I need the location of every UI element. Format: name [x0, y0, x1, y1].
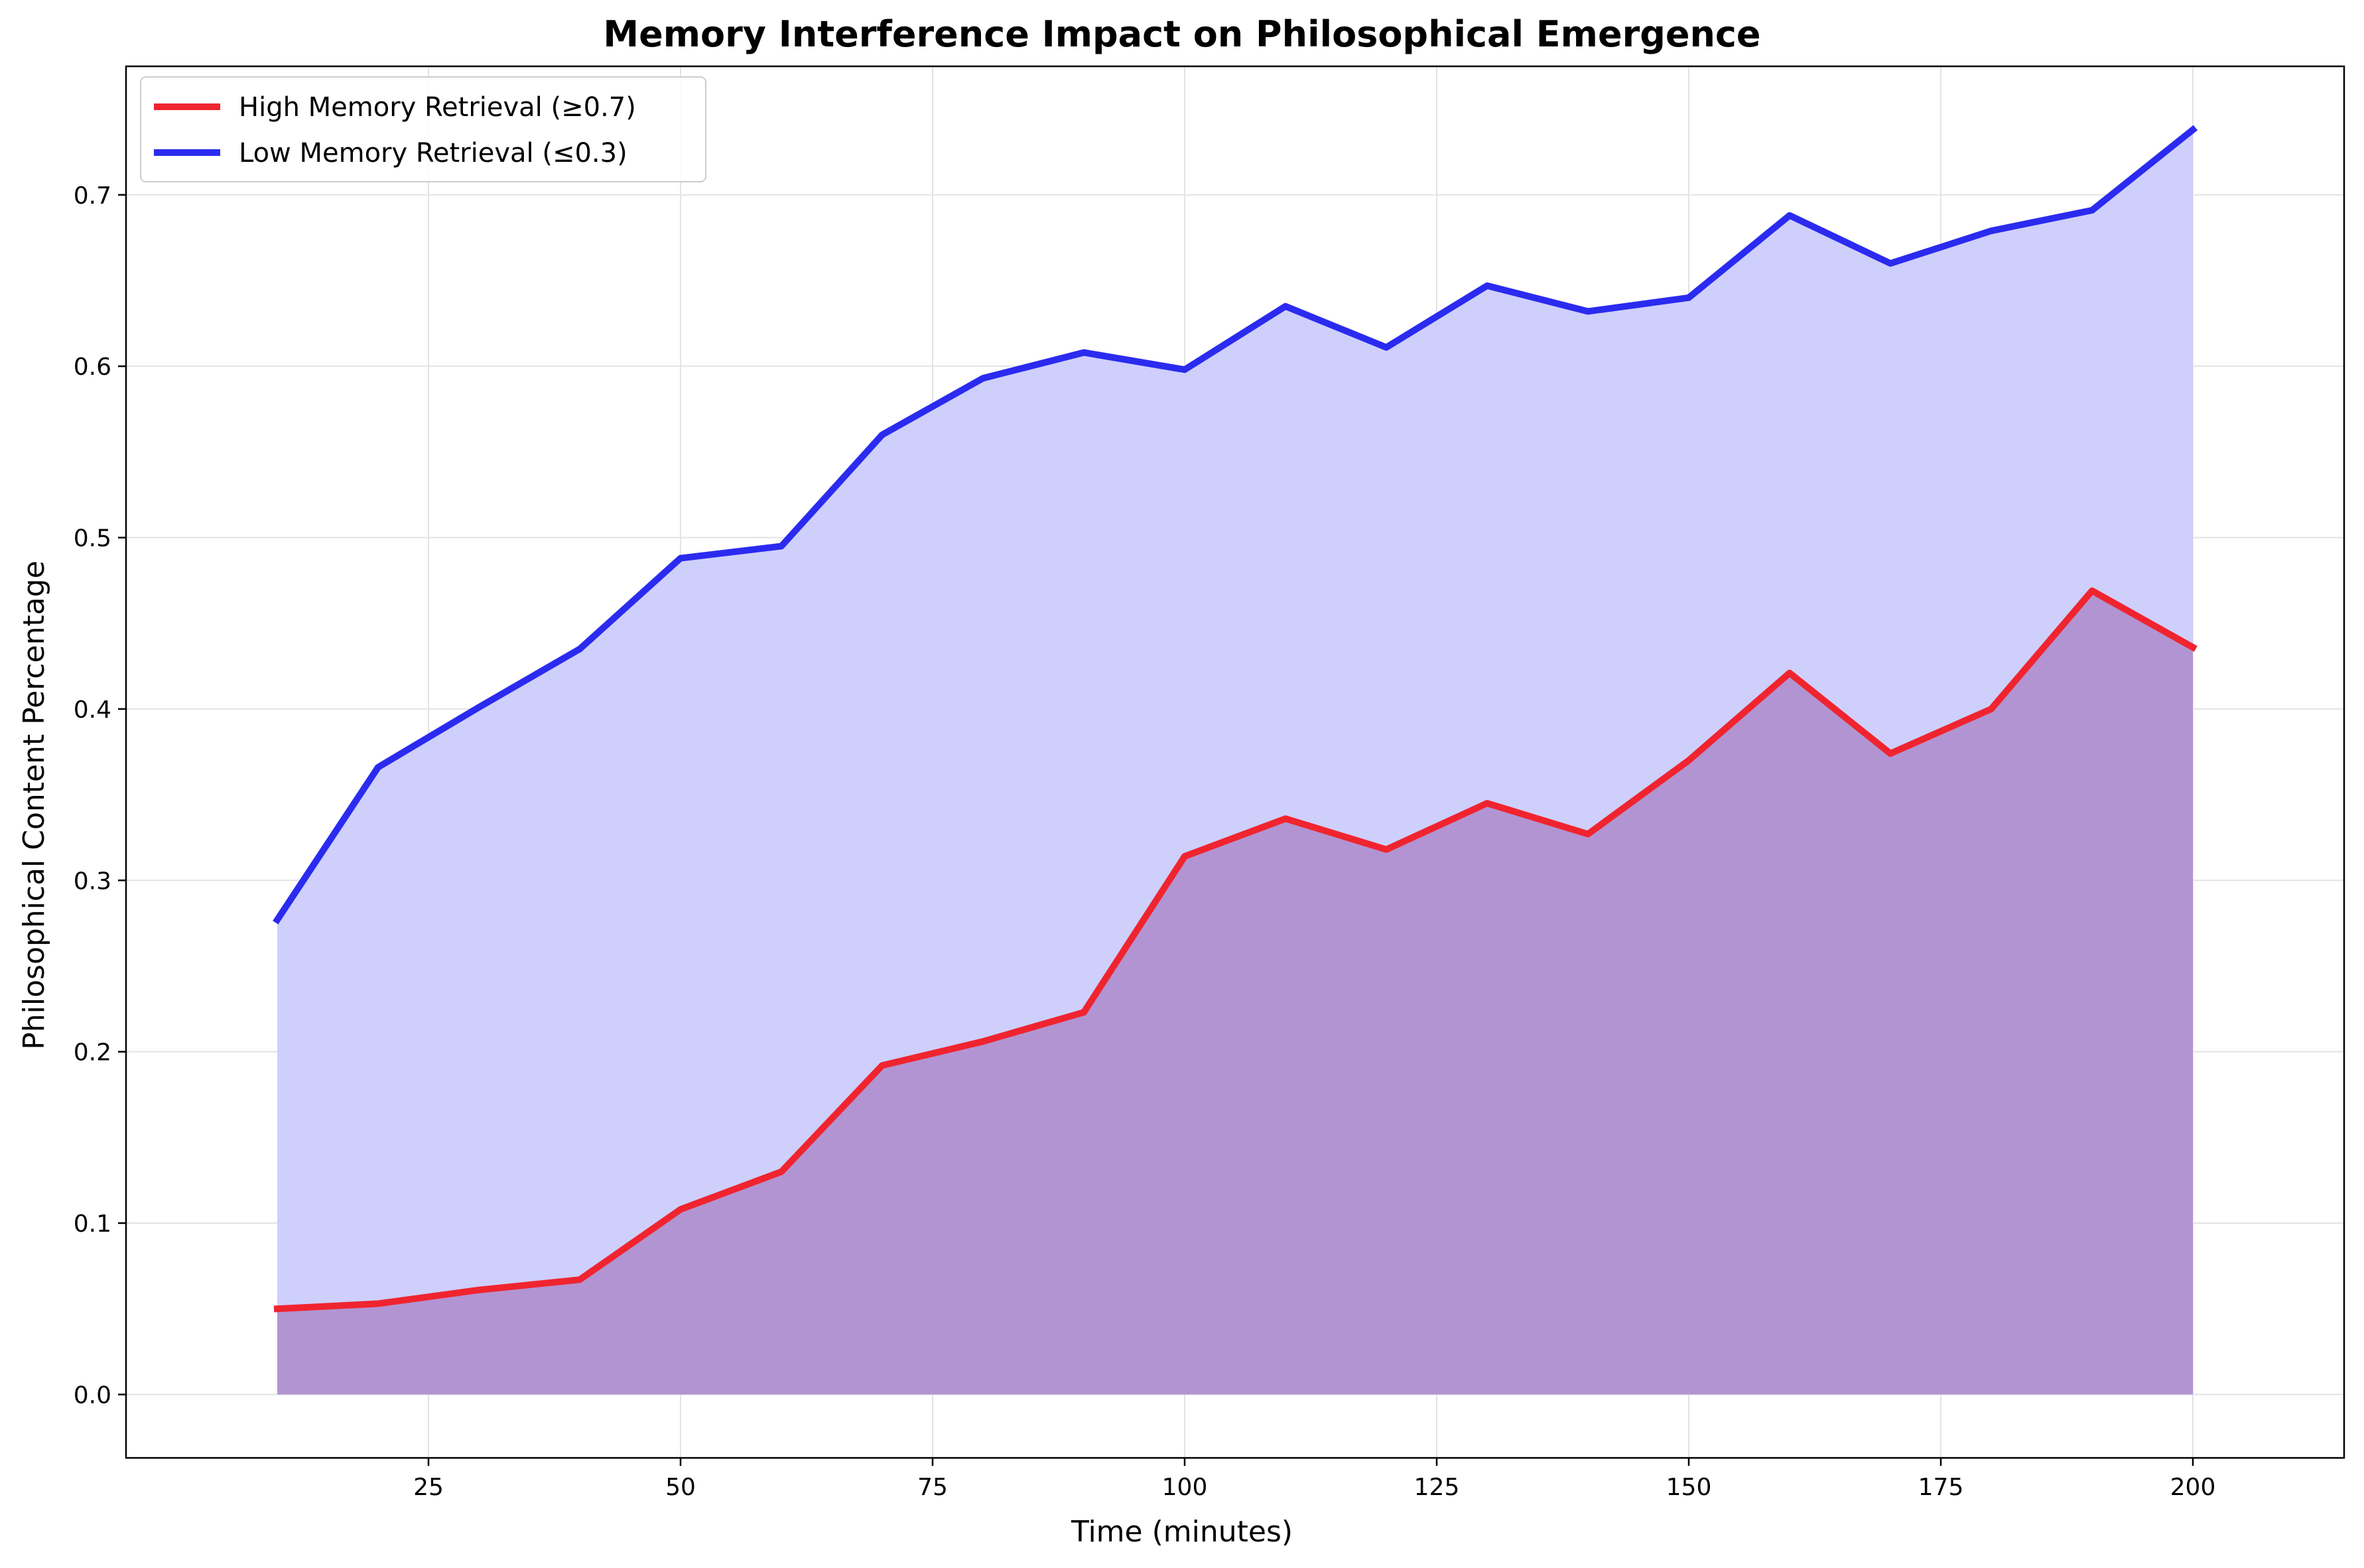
y-tick-label: 0.7 [74, 182, 111, 210]
y-tick-label: 0.5 [74, 525, 111, 553]
legend-box [140, 76, 706, 182]
y-tick-label: 0.2 [74, 1039, 111, 1067]
y-tick-label: 0.6 [74, 354, 111, 381]
x-tick-label: 125 [1414, 1474, 1460, 1501]
series-line-low [273, 125, 2198, 925]
x-tick-label: 75 [917, 1474, 948, 1501]
area-fills [277, 129, 2193, 1395]
area-fill-high [277, 590, 2193, 1395]
x-tick-label: 200 [2170, 1474, 2216, 1501]
series-lines [273, 125, 2198, 1313]
x-tick-label: 25 [413, 1474, 444, 1501]
chart-title: Memory Interference Impact on Philosophi… [603, 13, 1760, 55]
x-tick-label: 50 [665, 1474, 696, 1501]
y-axis-label: Philosophical Content Percentage [17, 560, 51, 1050]
legend-label-low: Low Memory Retrieval (≤0.3) [239, 138, 627, 168]
y-tick-label: 0.3 [74, 868, 111, 895]
legend-label-high: High Memory Retrieval (≥0.7) [239, 92, 636, 123]
x-tick-label: 175 [1918, 1474, 1964, 1501]
x-axis-ticks: 25 50 75 100 125 150 175 200 [413, 1458, 2215, 1501]
y-tick-label: 0.1 [74, 1210, 111, 1238]
y-tick-label: 0.4 [74, 696, 111, 724]
x-axis-label: Time (minutes) [1071, 1515, 1293, 1549]
y-axis-ticks: 0.0 0.1 0.2 0.3 0.4 0.5 0.6 0.7 [74, 182, 126, 1409]
x-tick-label: 100 [1162, 1474, 1208, 1501]
plot-frame [125, 65, 2345, 1459]
series-line-high [273, 587, 2198, 1313]
y-tick-label: 0.0 [74, 1382, 111, 1409]
x-tick-label: 150 [1666, 1474, 1712, 1501]
legend: High Memory Retrieval (≥0.7) Low Memory … [140, 76, 706, 182]
